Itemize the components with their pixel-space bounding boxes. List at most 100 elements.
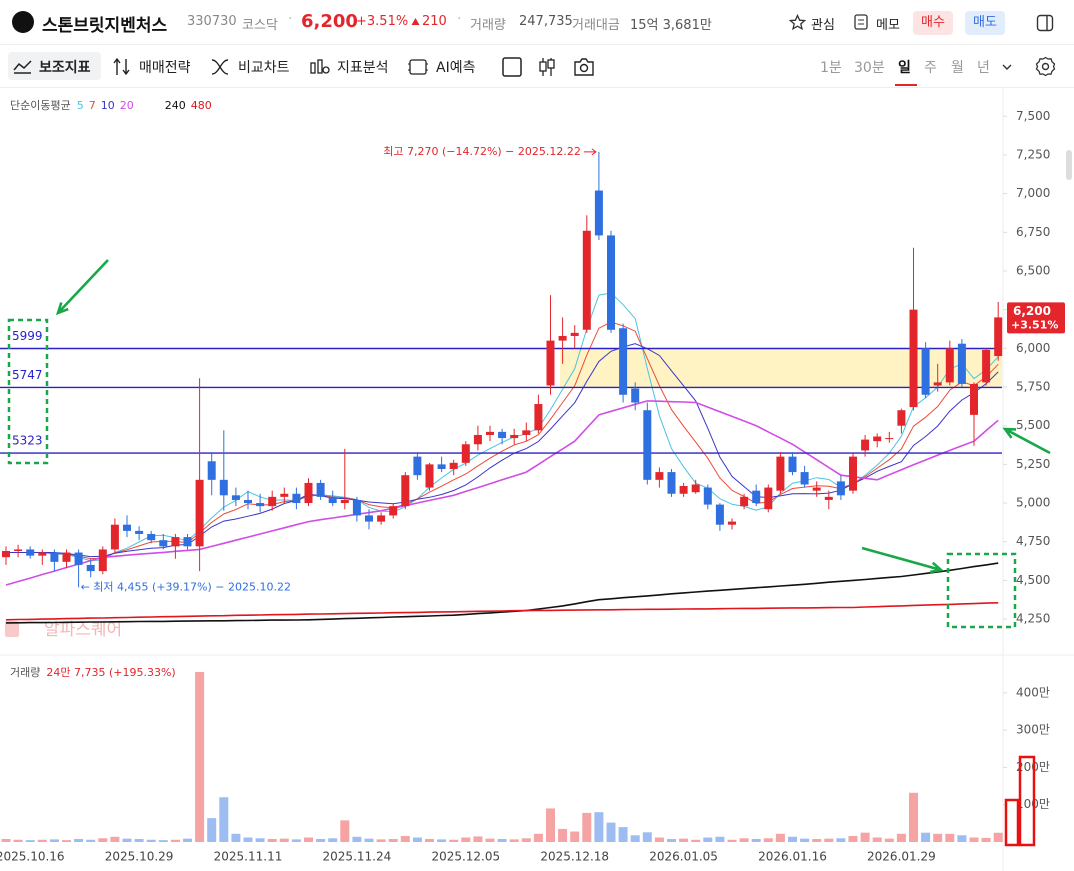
x-tick-label: 2025.11.24: [323, 850, 392, 864]
h-line-label: 5747: [12, 368, 43, 382]
candle-body: [607, 235, 615, 330]
logo: [12, 11, 34, 33]
volume-bar: [497, 839, 507, 842]
diff: 210: [422, 14, 447, 29]
sell-button[interactable]: 매도: [965, 11, 1005, 35]
volume: 247,735: [519, 14, 573, 29]
change: +3.51%: [356, 14, 409, 29]
volume-bar: [170, 839, 180, 842]
x-tick-label: 2025.11.11: [214, 850, 283, 864]
volume-bar: [437, 839, 447, 842]
strategy-icon[interactable]: [112, 57, 132, 77]
amount-label: 거래대금: [572, 18, 620, 33]
ma-line: [5, 562, 999, 624]
scrollbar[interactable]: [1066, 150, 1072, 180]
volume-bar: [134, 839, 144, 842]
candle-body: [98, 549, 107, 572]
h-line-label: 5999: [12, 329, 43, 343]
buy-button[interactable]: 매수: [913, 11, 953, 35]
volume-legend-title: 거래량: [10, 666, 40, 679]
period[interactable]: 주: [924, 60, 937, 76]
volume-bar: [13, 839, 23, 842]
memo-button[interactable]: 메모: [876, 18, 900, 33]
volume-bar: [86, 839, 96, 842]
candle-body: [715, 504, 724, 525]
x-tick-label: 2025.12.05: [431, 850, 500, 864]
arrow: [861, 546, 944, 574]
candle-body: [534, 404, 543, 431]
candle-body: [667, 472, 676, 494]
volume-bar: [62, 840, 71, 842]
period[interactable]: 1분: [820, 60, 842, 76]
compare-icon[interactable]: [210, 58, 230, 76]
square-icon[interactable]: [501, 57, 523, 77]
volume-bar: [812, 839, 822, 842]
candle-body: [655, 472, 664, 480]
candle-body: [268, 496, 277, 507]
stock-name: 스톤브릿지벤처스: [42, 16, 168, 36]
ai-icon[interactable]: [407, 57, 429, 77]
camera-icon[interactable]: [573, 57, 595, 77]
volume-bar: [775, 833, 785, 842]
volume-bar: [98, 838, 108, 842]
candle-body: [244, 499, 252, 504]
volume-bar: [267, 839, 277, 842]
volume-bar: [146, 839, 156, 842]
volume-bar: [328, 838, 338, 842]
arrow: [55, 259, 109, 316]
candle-body: [413, 456, 422, 476]
volume-bar: [231, 833, 241, 842]
watch-button[interactable]: 관심: [811, 18, 835, 33]
indicator-icon[interactable]: [13, 59, 33, 75]
candle-body: [389, 506, 398, 516]
tool[interactable]: 지표분석: [337, 60, 389, 76]
candle-body: [582, 230, 591, 330]
divider: [0, 44, 1074, 45]
settings-icon[interactable]: [1035, 56, 1056, 77]
chevron[interactable]: [1001, 62, 1013, 72]
volume-bar: [872, 837, 882, 842]
period[interactable]: 30분: [854, 60, 885, 76]
volume-bar: [667, 839, 676, 842]
y-tick-label: 4,500: [1016, 573, 1050, 587]
ma-line: [6, 321, 999, 560]
volume-bar: [594, 812, 604, 842]
panel-icon[interactable]: [1036, 14, 1054, 32]
period[interactable]: 월: [951, 60, 964, 76]
period-underline: [895, 84, 917, 86]
volume-bar: [606, 822, 616, 842]
volume-bar: [376, 839, 386, 842]
candle-body: [909, 309, 918, 408]
candle-body: [171, 537, 180, 547]
y-tick-label: 6,500: [1016, 263, 1050, 277]
tool[interactable]: 보조지표: [39, 60, 91, 76]
volume-bar: [860, 832, 870, 842]
arrow: [1002, 427, 1051, 455]
candle-body: [292, 493, 301, 504]
volume-bar: [340, 820, 350, 842]
candle-body: [38, 552, 47, 556]
volume-bar: [957, 835, 967, 842]
tool[interactable]: AI예측: [436, 60, 476, 76]
volume-bar: [618, 827, 628, 842]
low-annotation: ← 최저 4,455 (+39.17%) − 2025.10.22: [81, 580, 291, 593]
candle-body: [377, 515, 386, 522]
period[interactable]: 년: [977, 60, 990, 76]
candle-body: [752, 490, 761, 504]
analysis-icon[interactable]: [309, 57, 331, 77]
volume-bar: [763, 838, 773, 842]
memo-icon[interactable]: [853, 13, 869, 31]
period-active[interactable]: 일: [898, 60, 911, 76]
volume-bar: [1, 839, 11, 842]
tool[interactable]: 매매전략: [139, 60, 191, 76]
candle-body: [231, 495, 240, 500]
volume-bar: [909, 792, 918, 842]
volume-bar: [884, 838, 894, 842]
dot: ·: [288, 11, 293, 27]
star-icon[interactable]: [789, 14, 806, 31]
volume-bar: [969, 837, 979, 842]
tool[interactable]: 비교차트: [238, 60, 290, 76]
candle-icon[interactable]: [537, 56, 557, 78]
candle-body: [50, 552, 59, 562]
